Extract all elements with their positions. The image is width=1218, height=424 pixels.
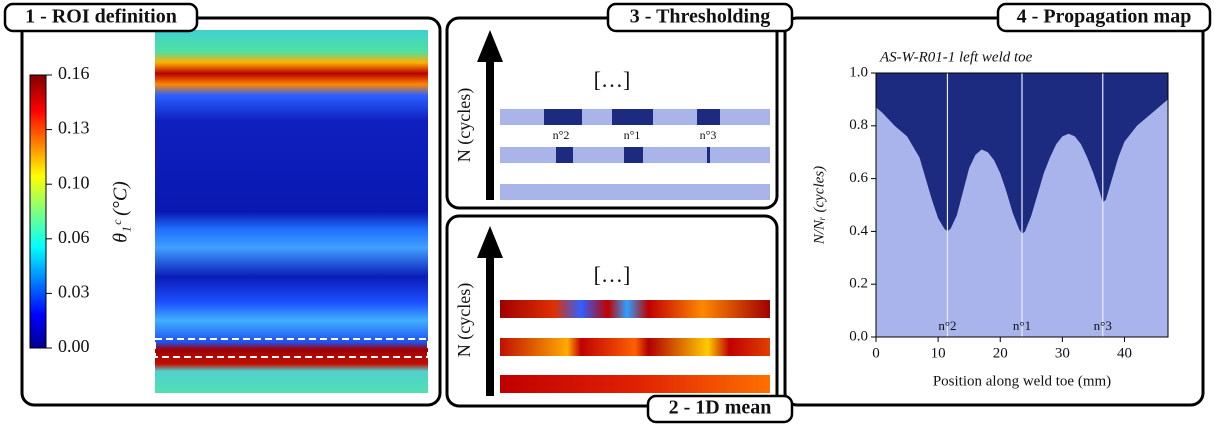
x-tick-label: 40 [1117, 345, 1132, 361]
crack-label: n°3 [700, 128, 717, 142]
panel-title: 1 - ROI definition [25, 6, 177, 28]
colorbar-label: θ₁ᶜ (°C) [110, 181, 132, 243]
panel-title: 4 - Propagation map [1017, 6, 1192, 28]
x-tick-label: 20 [993, 345, 1008, 361]
crack-label: n°2 [553, 128, 570, 142]
title-box [606, 2, 794, 33]
crack-label: n°1 [1013, 318, 1031, 333]
panel-frame [445, 214, 779, 408]
panel-title: 2 - 1D mean [669, 397, 772, 419]
arrow [477, 30, 503, 62]
arrow [486, 60, 494, 200]
y-tick-label: 0.2 [849, 276, 868, 292]
ellipsis: […] [594, 262, 631, 287]
mean-row [500, 338, 770, 356]
crack-label: n°1 [624, 128, 641, 142]
y-tick-label: 0.6 [849, 170, 868, 186]
x-tick-label: 30 [1055, 345, 1070, 361]
arrow [486, 256, 494, 396]
colorbar [29, 74, 47, 349]
x-tick-label: 10 [931, 345, 946, 361]
tick-label: 0.16 [58, 63, 90, 83]
panel-frame [783, 16, 1205, 407]
axis-label: N (cycles) [454, 283, 475, 357]
crack-label: n°2 [938, 318, 956, 333]
tick-label: 0.13 [58, 118, 90, 138]
ellipsis: […] [594, 67, 631, 92]
tick-label: 0.03 [58, 282, 90, 302]
y-tick-label: 1.0 [849, 64, 868, 80]
threshold-cracks [544, 109, 720, 163]
chart-title: AS-W-R01-1 left weld toe [879, 49, 1033, 65]
tick-label: 0.00 [58, 336, 90, 356]
x-tick-label: 0 [872, 345, 880, 361]
roi-box [154, 338, 429, 358]
y-tick-label: 0.0 [849, 328, 868, 344]
mean-row [500, 375, 770, 393]
tick-label: 0.10 [58, 172, 90, 192]
mean-row [500, 300, 770, 318]
y-tick-label: 0.4 [849, 223, 868, 239]
title-box [996, 2, 1212, 33]
panel-frame [20, 16, 442, 407]
tick-label: 0.06 [58, 227, 90, 247]
plot-frame [875, 72, 1169, 338]
y-tick-label: 0.8 [849, 117, 868, 133]
crack-label: n°3 [1094, 318, 1112, 333]
panel-title: 3 - Thresholding [630, 6, 770, 28]
axis-label: N (cycles) [454, 88, 475, 162]
x-axis-label: Position along weld toe (mm) [933, 373, 1111, 389]
roi-heatmap [155, 30, 428, 393]
y-axis-label: N/Nᵣ (cycles) [811, 166, 827, 245]
title-box [3, 2, 199, 33]
arrow [477, 226, 503, 258]
title-box [646, 394, 794, 424]
